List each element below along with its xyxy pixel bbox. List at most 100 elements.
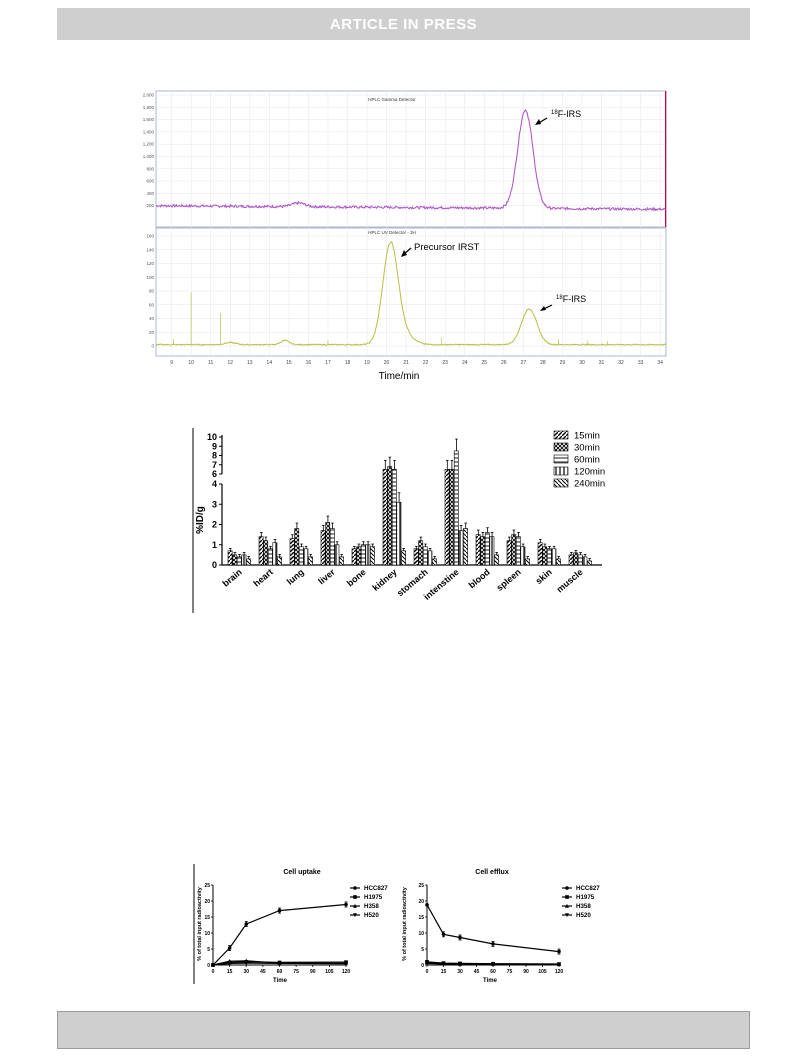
legend-label: 60min [574,455,600,466]
uv-ytick: 100 [146,275,154,280]
bar-heart-240min [277,556,282,566]
xtick: 90 [523,969,529,975]
hplc-xtick: 25 [481,360,487,366]
bar-liver-60min [329,528,335,566]
gamma-peak-label: F-IRS [558,109,582,119]
uv-peak-label: F-IRS [563,294,587,304]
data-point-HCC827 [557,949,561,954]
biodist-ytick: 2 [212,520,217,530]
bar-brain-30min [232,554,238,566]
bar-kidney-30min [387,466,393,566]
ytick: 25 [204,883,210,889]
hplc-xtick: 16 [306,360,312,366]
biodist-category-label: skin [534,567,554,586]
uptake-ylabel: % of total input radioactivity [197,886,203,961]
data-point-H520 [441,962,446,967]
bar-skin-30min [542,546,548,566]
gamma-ytick: 1,000 [143,154,155,159]
xtick: 0 [212,969,215,975]
line-legend-label: H1975 [576,894,595,901]
uptake-title: Cell uptake [283,869,320,876]
biodist-ytick: 7 [212,460,217,470]
hplc-xtick: 13 [247,360,253,366]
biodist-category-label: blood [467,567,492,590]
bar-skin-240min [556,558,561,566]
bar-stomach-120min [427,550,433,566]
line-legend-label: H358 [576,903,591,910]
gamma-title: HPLC Gamma Detector [368,97,416,102]
precursor-label: Precursor IRST [414,242,480,253]
xtick: 75 [507,969,513,975]
hplc-xtick: 24 [462,360,468,366]
biodist-ytick: 4 [212,479,217,489]
uv-ytick: 80 [149,289,155,294]
biodist-category-label: lung [285,567,306,587]
bar-heart-60min [267,548,273,566]
bar-stomach-240min [432,558,437,566]
bar-muscle-60min [577,554,583,566]
footer-box [57,1011,750,1049]
ytick: 10 [204,931,210,937]
svg-text:18F-IRS: 18F-IRS [556,294,586,304]
biodist-ytick: 8 [212,451,217,461]
xtick: 15 [227,969,233,975]
biodist-ylabel: %ID/g [195,506,206,534]
hplc-xtick: 12 [227,360,233,366]
bar-liver-240min [339,556,344,566]
line-legend-label: H520 [576,912,591,919]
bar-lung-240min [308,556,313,566]
hplc-xtick: 27 [521,360,527,366]
uv-ytick: 60 [149,302,155,307]
xtick: 45 [260,969,266,975]
bar-brain-15min [227,550,233,566]
cell-uptake-chart: Cell uptake % of total input radioactivi… [193,864,351,984]
legend-label: 240min [574,479,605,490]
efflux-ylabel: % of total input radioactivity [402,886,408,961]
biodist-category-label: brain [220,567,243,589]
data-point-HCC827 [277,908,282,913]
ytick: 15 [418,915,424,921]
bar-spleen-240min [525,558,530,566]
bar-kidney-120min [396,501,402,566]
gamma-ytick: 600 [146,179,154,184]
banner-text: ARTICLE IN PRESS [329,15,478,33]
legend-swatch [553,430,569,440]
xtick: 75 [293,969,299,975]
gamma-peak-sup: 18 [551,110,558,116]
bar-heart-30min [263,540,269,566]
line-legend-label: HCC827 [364,885,388,892]
ytick: 5 [421,947,424,953]
precursor-annotation: Precursor IRST [401,242,480,257]
data-point-H520 [557,962,561,967]
gamma-ytick: 400 [146,191,154,196]
bar-kidney-60min [391,469,397,566]
hplc-xtick: 29 [560,360,566,366]
uv-ytick: 20 [149,330,155,335]
bar-muscle-120min [582,556,588,566]
efflux-legend: HCC827 H1975 H358 H520 [562,885,600,919]
xtick: 45 [474,969,480,975]
bar-lung-15min [289,538,295,566]
legend-swatch [553,478,569,488]
uv-trace [155,241,666,346]
data-point-HCC827 [458,935,462,940]
uv-ytick: 40 [149,316,155,321]
data-point-H520 [227,961,232,966]
hplc-xtick: 34 [657,360,663,366]
bar-blood-240min [494,554,499,566]
hplc-xtick: 17 [325,360,331,366]
gamma-ytick: 200 [146,203,154,208]
bar-brain-240min [246,558,251,566]
biodist-ytick: 0 [212,560,217,570]
bar-spleen-30min [511,534,517,566]
biodist-ytick: 6 [212,469,217,479]
biodist-ytick: 10 [207,432,217,442]
uv-peak-annotation: 18F-IRS [540,294,586,311]
efflux-xlabel: Time [483,978,498,984]
hplc-xtick: 28 [540,360,546,366]
bar-liver-120min [334,544,340,566]
xtick: 120 [342,969,351,975]
line-legend-label: H358 [364,903,379,910]
data-point-HCC827 [227,946,232,950]
hplc-xtick: 19 [364,360,370,366]
